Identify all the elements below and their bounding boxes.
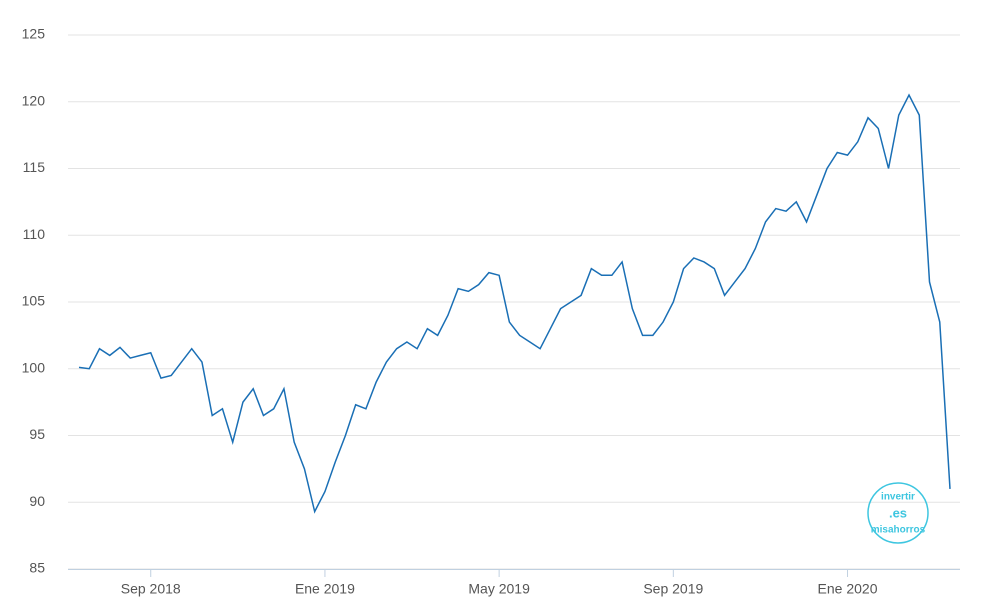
- price-line: [78, 93, 951, 514]
- y-tick-label: 100: [22, 359, 46, 375]
- x-tick-label: Sep 2018: [121, 581, 181, 597]
- x-tick-label: Ene 2019: [295, 581, 355, 597]
- y-tick-label: 115: [23, 159, 46, 175]
- y-tick-label: 110: [23, 226, 46, 242]
- watermark-ring: [867, 482, 929, 544]
- x-tick-label: Ene 2020: [818, 581, 878, 597]
- y-tick-label: 105: [22, 293, 46, 309]
- watermark-bottom: misahorros: [871, 525, 926, 536]
- watermark-top: invertir: [881, 492, 915, 503]
- x-tick-label: Sep 2019: [643, 581, 703, 597]
- watermark-middle: .es: [889, 505, 907, 520]
- x-tick-label: May 2019: [468, 581, 530, 597]
- y-tick-label: 90: [29, 493, 45, 509]
- y-tick-label: 85: [29, 560, 45, 576]
- y-tick-label: 125: [22, 26, 46, 42]
- y-tick-label: 95: [29, 426, 45, 442]
- y-tick-label: 120: [22, 92, 46, 108]
